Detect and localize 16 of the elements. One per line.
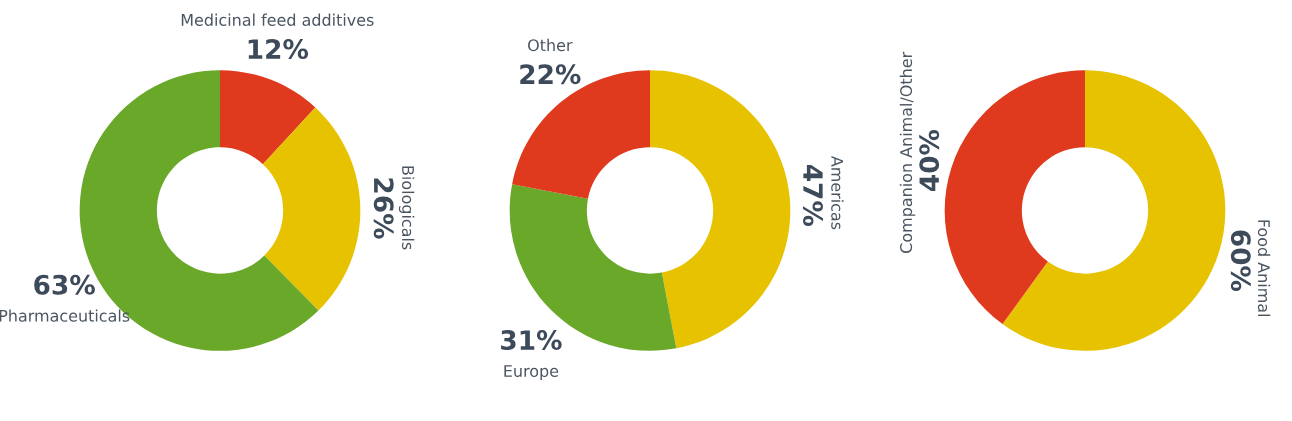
data-label: 63% [34,274,95,295]
data-label: 12% [248,39,309,60]
slice-label: Food Animal [1257,220,1271,316]
slice-label: Americas [831,155,844,230]
slice-label: Other [528,38,573,52]
slice-label: Biologicals [398,166,415,250]
slice-label: Europe [504,365,559,381]
data-label: 31% [501,330,562,350]
data-label: 60% [1230,230,1251,292]
data-label: 40% [919,129,940,192]
data-label: 22% [520,64,581,85]
slice-label: Medicinal feed additives [181,13,374,26]
data-label: 26% [373,178,394,239]
data-label: 47% [803,164,823,227]
slice-label: Companion Animal/Other [899,51,916,253]
slice-label: Pharmaceuticals [0,309,130,322]
